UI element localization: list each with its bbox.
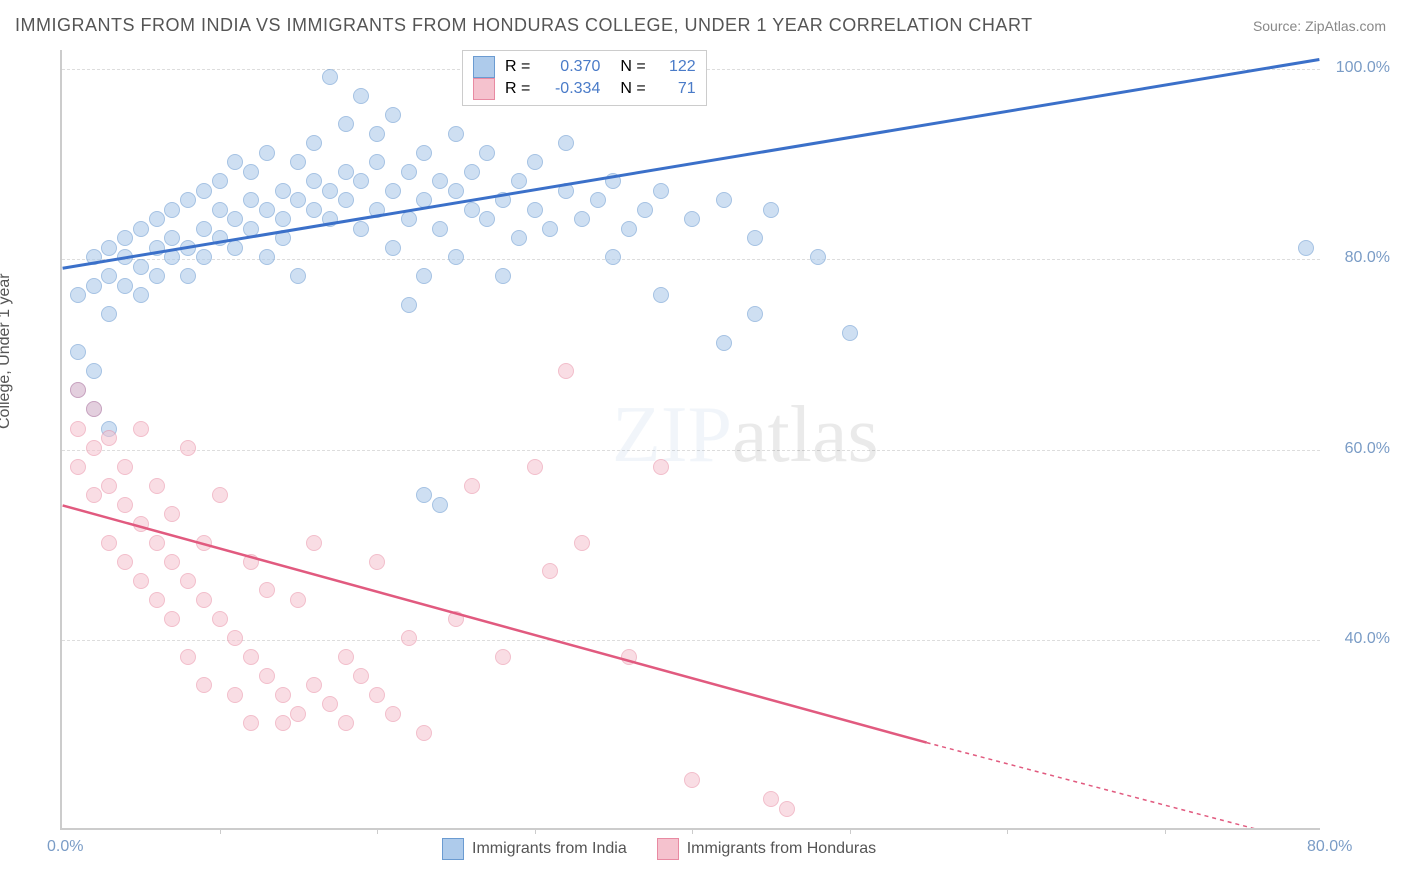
n-label: N = — [620, 58, 645, 76]
n-value: 122 — [656, 58, 696, 76]
x-minor-tick — [377, 828, 378, 834]
trend-line-extrapolated — [927, 743, 1288, 828]
series-name: Immigrants from India — [472, 840, 627, 858]
chart-plot-area: ZIPatlas R = 0.370 N = 122 R = -0.334 N … — [60, 50, 1320, 830]
legend-item: Immigrants from Honduras — [657, 838, 876, 860]
legend-swatch — [473, 56, 495, 78]
n-value: 71 — [656, 80, 696, 98]
r-label: R = — [505, 58, 530, 76]
y-axis-label: College, Under 1 year — [0, 273, 14, 429]
x-minor-tick — [1007, 828, 1008, 834]
trend-line — [63, 505, 927, 742]
chart-title: IMMIGRANTS FROM INDIA VS IMMIGRANTS FROM… — [15, 15, 1033, 36]
legend-row: R = 0.370 N = 122 — [473, 56, 696, 78]
r-value: -0.334 — [540, 80, 600, 98]
y-tick-label: 60.0% — [1345, 440, 1390, 458]
source-attribution: Source: ZipAtlas.com — [1253, 18, 1386, 34]
legend-item: Immigrants from India — [442, 838, 627, 860]
x-minor-tick — [692, 828, 693, 834]
legend-swatch — [657, 838, 679, 860]
y-tick-label: 100.0% — [1336, 59, 1390, 77]
series-legend: Immigrants from India Immigrants from Ho… — [442, 838, 876, 860]
x-minor-tick — [535, 828, 536, 834]
trendlines-svg — [62, 50, 1320, 828]
x-tick-label: 80.0% — [1307, 838, 1352, 856]
legend-swatch — [442, 838, 464, 860]
correlation-legend: R = 0.370 N = 122 R = -0.334 N = 71 — [462, 50, 707, 106]
x-tick-label: 0.0% — [47, 838, 83, 856]
legend-swatch — [473, 78, 495, 100]
legend-row: R = -0.334 N = 71 — [473, 78, 696, 100]
y-tick-label: 40.0% — [1345, 630, 1390, 648]
y-tick-label: 80.0% — [1345, 249, 1390, 267]
x-minor-tick — [1165, 828, 1166, 834]
x-minor-tick — [220, 828, 221, 834]
series-name: Immigrants from Honduras — [687, 840, 876, 858]
r-label: R = — [505, 80, 530, 98]
x-minor-tick — [850, 828, 851, 834]
n-label: N = — [620, 80, 645, 98]
r-value: 0.370 — [540, 58, 600, 76]
